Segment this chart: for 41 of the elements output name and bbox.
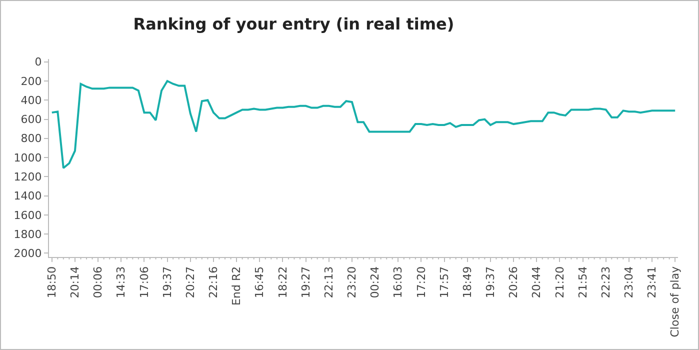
x-tick-label: 22:16 [207,266,220,298]
x-tick-label: 14:33 [114,266,128,298]
x-tick-label: 17:06 [138,266,151,298]
y-tick-label: 800 [20,132,42,146]
x-tick-label: End R2 [230,266,244,306]
x-tick-label: 18:50 [45,266,58,298]
x-tick-label: 16:03 [392,266,405,298]
x-tick-label: 17:57 [438,266,451,298]
x-tick-label: 23:41 [646,266,659,298]
x-tick-label: 20:14 [68,266,82,298]
x-tick-label: 00:06 [92,266,105,298]
x-tick-label: 18:22 [276,266,290,298]
x-tick-label: 17:20 [414,266,428,298]
x-tick-label: 20:44 [530,266,544,298]
x-tick-label: 20:27 [184,266,197,298]
x-tick-label: 21:20 [553,266,566,298]
y-tick-label: 1000 [14,151,42,164]
y-tick-label: 1400 [14,190,42,203]
chart-title: Ranking of your entry (in real time) [133,14,454,34]
y-tick-label: 1200 [14,170,42,184]
x-tick-label: 19:37 [160,266,174,298]
x-tick-label: 16:45 [253,266,266,298]
x-tick-label: 21:54 [576,266,590,298]
y-tick-label: 0 [34,56,42,69]
x-tick-label: 23:04 [622,266,636,298]
x-tick-label: 22:13 [322,266,336,298]
x-tick-label: 19:37 [484,266,498,298]
y-tick-label: 1600 [14,208,42,222]
x-tick-label: 00:24 [368,266,382,298]
line-series [50,80,676,170]
x-tick-label: 19:27 [299,266,312,298]
x-tick-label: 18:49 [460,266,474,298]
y-tick-label: 600 [20,113,42,126]
y-tick-label: 200 [20,74,42,88]
y-tick-label: 1800 [14,228,42,241]
y-tick-label: 2000 [14,247,42,260]
x-tick-label: Close of play [668,266,682,338]
x-tick-label: 22:23 [599,266,612,298]
x-tick-label: 20:26 [507,266,520,298]
x-tick-label: 23:20 [346,266,359,298]
y-tick-label: 400 [20,94,42,107]
